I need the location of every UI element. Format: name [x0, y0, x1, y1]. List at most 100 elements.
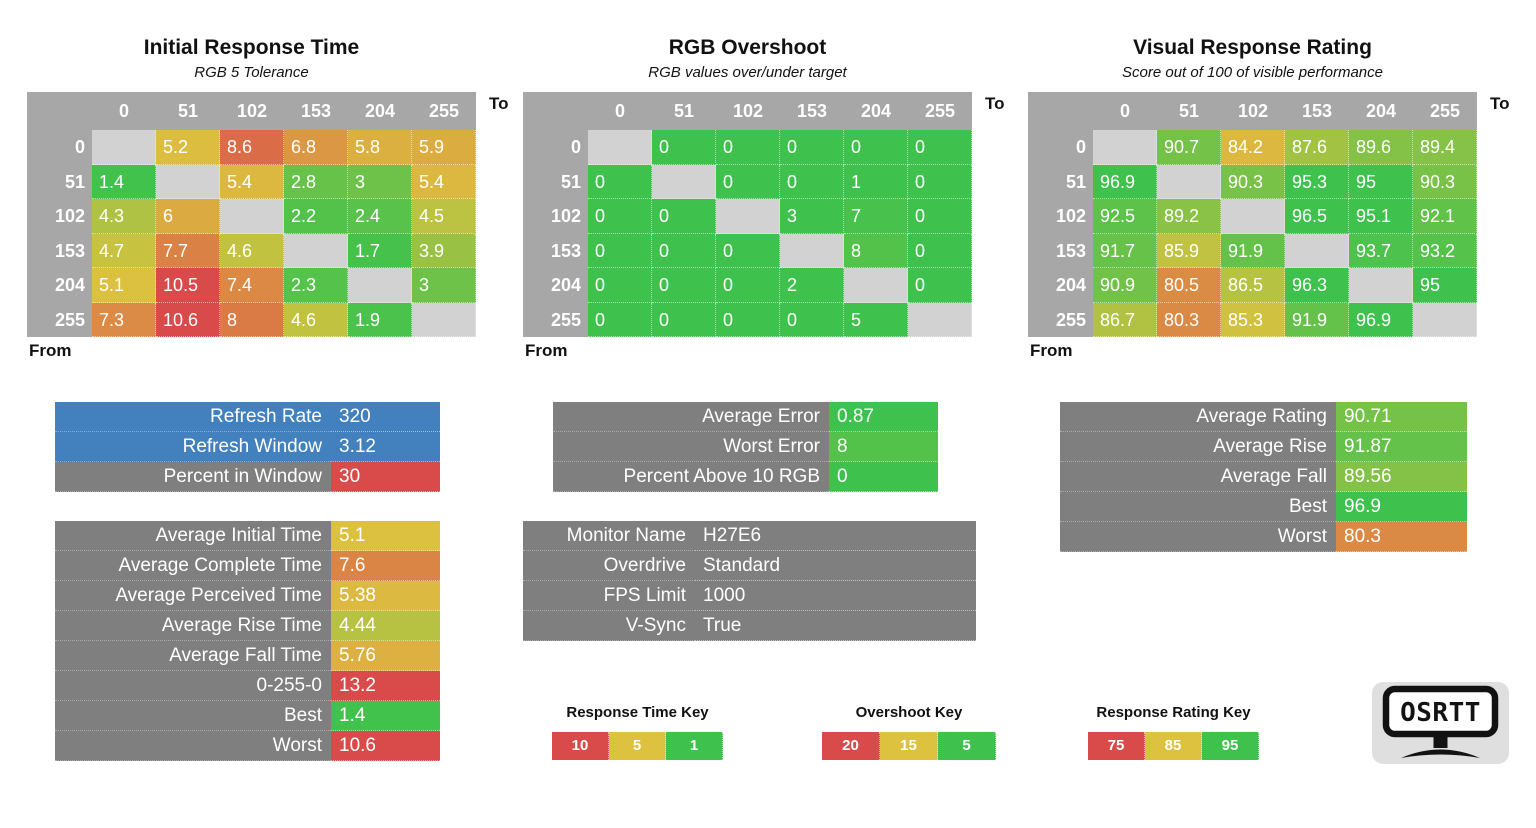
row-header: 204	[1028, 268, 1093, 303]
stat-value: H27E6	[695, 521, 976, 551]
key-swatch: 95	[1202, 732, 1259, 760]
heatmap-cell-0-to-204: 0	[844, 130, 908, 165]
stat-row: Average Rise Time 4.44	[55, 611, 440, 641]
heatmap-cell-204-to-0: 0	[588, 268, 652, 303]
stat-row: Average Initial Time 5.1	[55, 521, 440, 551]
heatmap-cell-153-to-0: 4.7	[92, 233, 156, 268]
heatmap-cell-51-to-255: 90.3	[1413, 164, 1477, 199]
heatmap-cell-51-to-102: 90.3	[1221, 164, 1285, 199]
stat-value: Standard	[695, 551, 976, 581]
response-time-stats-panel: Average Initial Time 5.1 Average Complete …	[55, 521, 440, 761]
stat-value: 10.6	[331, 731, 440, 761]
heatmap-cell-204-to-204	[348, 268, 412, 303]
stat-row: Best 1.4	[55, 701, 440, 731]
heatmap-cell-153-to-204: 8	[844, 233, 908, 268]
heatmap-cell-51-to-204: 3	[348, 164, 412, 199]
heatmap-cell-51-to-0: 1.4	[92, 164, 156, 199]
heatmap-cell-51-to-51	[1157, 164, 1221, 199]
stat-row: Percent in Window 30	[55, 462, 440, 492]
heatmap-cell-0-to-153: 0	[780, 130, 844, 165]
heatmap-cell-153-to-153	[780, 233, 844, 268]
row-header: 51	[1028, 164, 1093, 199]
heatmap-cell-255-to-255	[412, 302, 476, 337]
stat-label: Refresh Window	[55, 432, 331, 462]
stat-value: 4.44	[331, 611, 440, 641]
heatmap-subtitle: RGB values over/under target	[648, 64, 847, 81]
stat-value: 5.38	[331, 581, 440, 611]
heatmap-grid: 0 51 102 153 204 255 0 0 0 0 0 0 51 0 0 0 1 0 102 0 0 3 7 0 153 0…	[523, 92, 972, 337]
heatmap-cell-102-to-255: 4.5	[412, 199, 476, 234]
heatmap-cell-255-to-255	[908, 302, 972, 337]
stat-row: Average Fall 89.56	[1060, 462, 1467, 492]
stat-value: 91.87	[1336, 432, 1467, 462]
heatmap-cell-102-to-102	[716, 199, 780, 234]
heatmap-cell-255-to-51: 0	[652, 302, 716, 337]
stat-label: Best	[55, 701, 331, 731]
rating-stats-panel: Average Rating 90.71 Average Rise 91.87 Aver…	[1060, 402, 1467, 552]
stat-label: Worst Error	[553, 432, 829, 462]
grid-corner	[27, 92, 92, 130]
column-header: 102	[220, 92, 284, 130]
stat-value: 320	[331, 402, 440, 432]
column-header: 153	[284, 92, 348, 130]
row-header: 255	[1028, 302, 1093, 337]
stat-value: 96.9	[1336, 492, 1467, 522]
heatmap-cell-0-to-51: 0	[652, 130, 716, 165]
row-header: 102	[1028, 199, 1093, 234]
stat-label: Best	[1060, 492, 1336, 522]
heatmap-cell-153-to-0: 91.7	[1093, 233, 1157, 268]
stat-label: Average Fall	[1060, 462, 1336, 492]
heatmap-cell-204-to-102: 0	[716, 268, 780, 303]
stat-row: Average Error 0.87	[553, 402, 938, 432]
heatmap-subtitle: Score out of 100 of visible performance	[1122, 64, 1383, 81]
monitor-info-panel: Monitor Name H27E6 Overdrive Standard FPS Li…	[523, 521, 976, 641]
heatmap-cell-153-to-255: 3.9	[412, 233, 476, 268]
stat-value: 0.87	[829, 402, 938, 432]
heatmap-cell-102-to-255: 92.1	[1413, 199, 1477, 234]
key-swatches: 10 5 1	[552, 732, 723, 760]
row-header: 255	[27, 302, 92, 337]
stat-label: Average Error	[553, 402, 829, 432]
row-header: 204	[523, 268, 588, 303]
key-swatch: 75	[1088, 732, 1145, 760]
stat-row: Average Perceived Time 5.38	[55, 581, 440, 611]
stat-row: Average Rating 90.71	[1060, 402, 1467, 432]
heatmap-cell-0-to-102: 8.6	[220, 130, 284, 165]
column-header: 153	[780, 92, 844, 130]
stat-label: Average Perceived Time	[55, 581, 331, 611]
stat-value: 3.12	[331, 432, 440, 462]
heatmap-cell-255-to-0: 86.7	[1093, 302, 1157, 337]
heatmap-cell-51-to-204: 1	[844, 164, 908, 199]
column-header: 255	[908, 92, 972, 130]
heatmap-cell-153-to-204: 1.7	[348, 233, 412, 268]
column-header: 204	[1349, 92, 1413, 130]
stat-label: Worst	[55, 731, 331, 761]
row-header: 153	[523, 233, 588, 268]
stat-row: Worst Error 8	[553, 432, 938, 462]
row-header: 255	[523, 302, 588, 337]
monitor-icon: OSRTT	[1382, 685, 1499, 758]
heatmap-cell-0-to-255: 89.4	[1413, 130, 1477, 165]
stat-label: Average Rating	[1060, 402, 1336, 432]
heatmap-cell-153-to-255: 93.2	[1413, 233, 1477, 268]
row-header: 51	[27, 164, 92, 199]
key-title: Overshoot Key	[855, 704, 963, 721]
stat-row: Percent Above 10 RGB 0	[553, 462, 938, 492]
heatmap-cell-102-to-51: 89.2	[1157, 199, 1221, 234]
heatmap-cell-102-to-153: 96.5	[1285, 199, 1349, 234]
key-swatch: 5	[938, 732, 996, 760]
heatmap-title: Visual Response Rating	[1133, 36, 1372, 59]
heatmap-cell-0-to-204: 5.8	[348, 130, 412, 165]
heatmap-cell-0-to-255: 5.9	[412, 130, 476, 165]
heatmap-cell-51-to-204: 95	[1349, 164, 1413, 199]
heatmap-cell-102-to-204: 7	[844, 199, 908, 234]
stat-row: Average Complete Time 7.6	[55, 551, 440, 581]
stat-label: Percent Above 10 RGB	[553, 462, 829, 492]
heatmap-cell-102-to-102	[1221, 199, 1285, 234]
stat-value: 1.4	[331, 701, 440, 731]
heatmap-cell-0-to-0	[92, 130, 156, 165]
heatmap-title: Initial Response Time	[143, 36, 360, 59]
heatmap-cell-102-to-204: 2.4	[348, 199, 412, 234]
heatmap-cell-102-to-204: 95.1	[1349, 199, 1413, 234]
row-header: 0	[1028, 130, 1093, 165]
